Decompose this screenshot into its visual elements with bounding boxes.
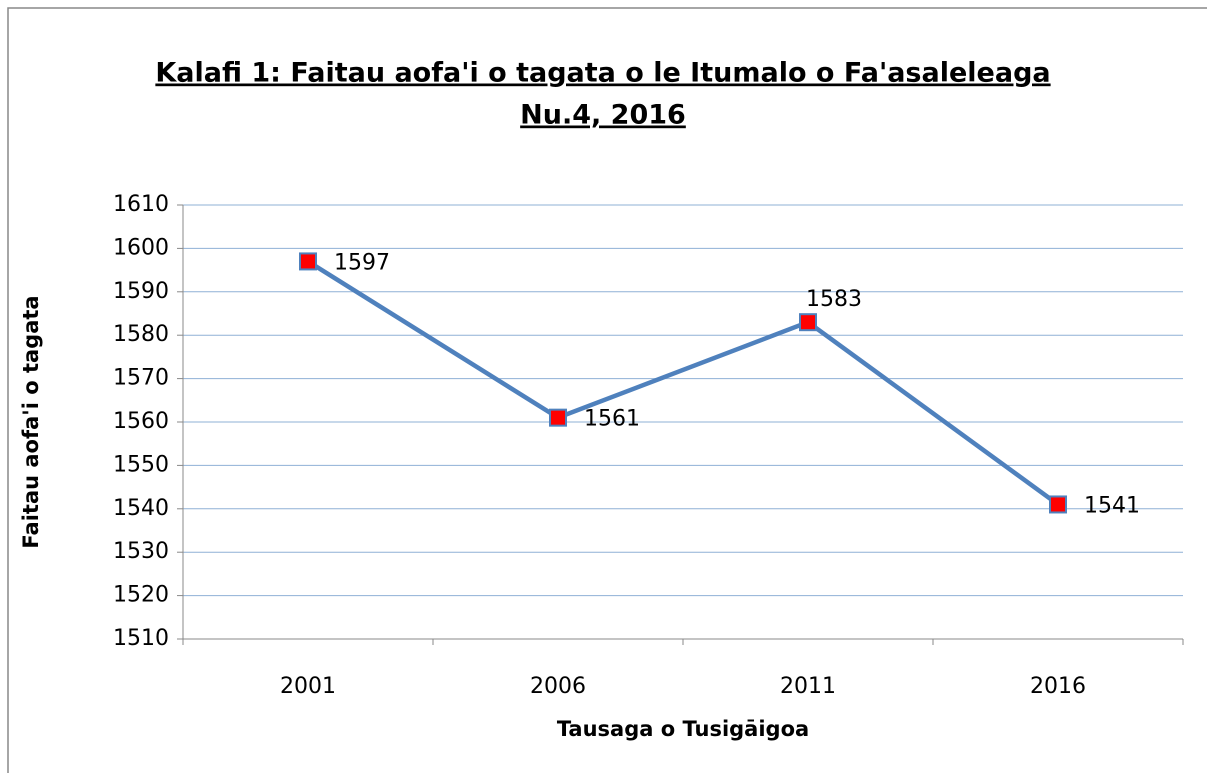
x-tick-label: 2016	[1030, 674, 1086, 699]
chart-title: Nu.4, 2016	[520, 100, 686, 131]
y-tick-label: 1570	[113, 366, 169, 391]
y-tick-label: 1530	[113, 539, 169, 564]
y-tick-label: 1550	[113, 452, 169, 477]
x-tick-label: 2006	[530, 674, 586, 699]
marker	[1049, 495, 1067, 514]
series-line	[306, 259, 1060, 507]
marker	[799, 313, 817, 332]
y-tick-label: 1590	[113, 279, 169, 304]
marker	[299, 252, 317, 271]
x-tick-label: 2011	[780, 674, 836, 699]
data-label: 1597	[334, 250, 390, 275]
data-label: 1561	[584, 407, 640, 432]
y-tick-label: 1580	[113, 322, 169, 347]
y-tick-label: 1600	[113, 235, 169, 260]
marker	[549, 408, 567, 427]
chart-border	[7, 7, 1207, 773]
x-tick-label: 2001	[280, 674, 336, 699]
y-tick-label: 1610	[113, 192, 169, 217]
data-label: 1583	[806, 287, 862, 312]
data-label: 1541	[1084, 493, 1140, 518]
y-tick-label: 1560	[113, 409, 169, 434]
y-tick-label: 1510	[113, 626, 169, 651]
x-axis-label: Tausaga o Tusigāigoa	[557, 717, 809, 741]
y-tick-label: 1540	[113, 496, 169, 521]
y-tick-label: 1520	[113, 583, 169, 608]
chart-title: Kalafi 1: Faitau aofa'i o tagata o le It…	[155, 58, 1050, 89]
y-axis-label: Faitau aofa'i o tagata	[19, 295, 43, 548]
